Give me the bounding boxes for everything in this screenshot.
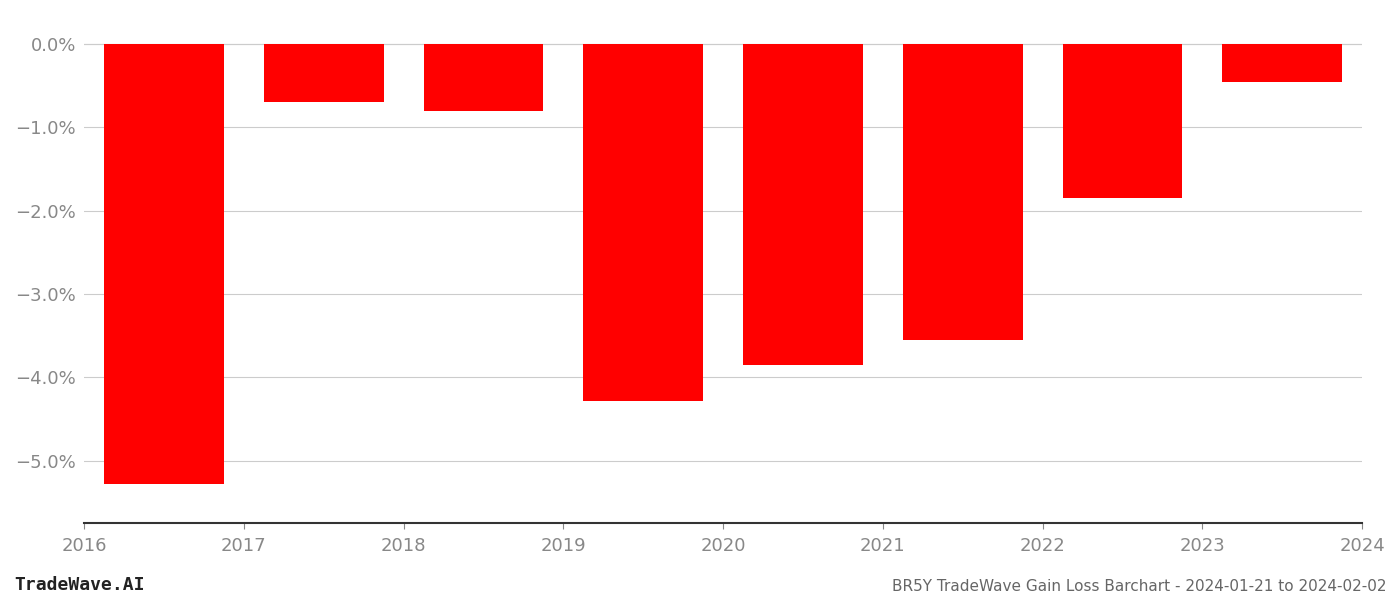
Bar: [903, 44, 1022, 340]
Bar: [1063, 44, 1183, 198]
Bar: [263, 44, 384, 103]
Bar: [743, 44, 862, 365]
Bar: [584, 44, 703, 401]
Bar: [1222, 44, 1343, 82]
Bar: [104, 44, 224, 484]
Text: BR5Y TradeWave Gain Loss Barchart - 2024-01-21 to 2024-02-02: BR5Y TradeWave Gain Loss Barchart - 2024…: [892, 579, 1386, 594]
Bar: [424, 44, 543, 111]
Text: TradeWave.AI: TradeWave.AI: [14, 576, 144, 594]
